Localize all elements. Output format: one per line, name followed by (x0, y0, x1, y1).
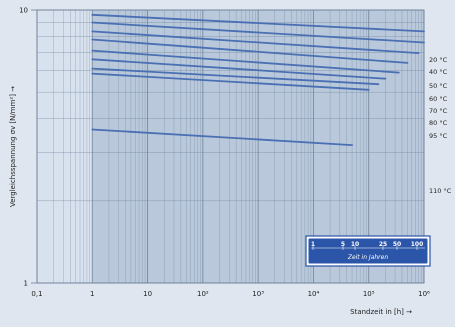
series-label: 40 °C (429, 68, 448, 76)
plot-band (37, 10, 93, 283)
time-scale-tick-label: 5 (341, 241, 345, 248)
series-label: 60 °C (429, 95, 448, 103)
series-label: 50 °C (429, 82, 448, 90)
time-scale-tick-label: 10 (351, 241, 359, 248)
y-axis-label: Vergleichsspannung σv [N/mm²] → (9, 86, 17, 207)
series-line (91, 49, 400, 74)
series-line (91, 13, 425, 33)
series-label: 20 °C (429, 56, 448, 64)
series-line (91, 30, 420, 54)
time-scale-title: Zeit in Jahren (347, 254, 389, 261)
series-line (91, 21, 425, 44)
time-scale-inner (308, 238, 428, 264)
x-tick-label: 10⁶ (418, 290, 430, 298)
x-tick-label: 10 (143, 290, 152, 298)
series-line (91, 67, 380, 86)
series-line (91, 58, 387, 80)
time-scale-tick-label: 50 (393, 241, 401, 248)
x-tick-label: 10³ (252, 290, 264, 298)
time-scale-tick-label: 100 (411, 241, 424, 248)
plot-border (36, 9, 425, 284)
series-line (91, 38, 409, 64)
x-tick-label: 1 (90, 290, 94, 298)
y-tick-label: 1 (24, 280, 28, 288)
series-label: 95 °C (429, 132, 448, 140)
x-tick-label: 10² (197, 290, 209, 298)
x-tick-label: 10⁵ (363, 290, 375, 298)
series-label: 110 °C (429, 187, 452, 195)
x-tick-label: 10⁴ (308, 290, 320, 298)
y-tick-label: 10 (19, 7, 28, 15)
series-line (91, 72, 370, 91)
time-scale-tick-label: 1 (311, 241, 315, 248)
time-scale-tick-label: 25 (379, 241, 387, 248)
series-label: 70 °C (429, 107, 448, 115)
x-axis-label: Standzeit in [h] → (350, 308, 412, 316)
series-label: 80 °C (429, 119, 448, 127)
x-tick-label: 0,1 (31, 290, 42, 298)
series-line (91, 128, 354, 147)
